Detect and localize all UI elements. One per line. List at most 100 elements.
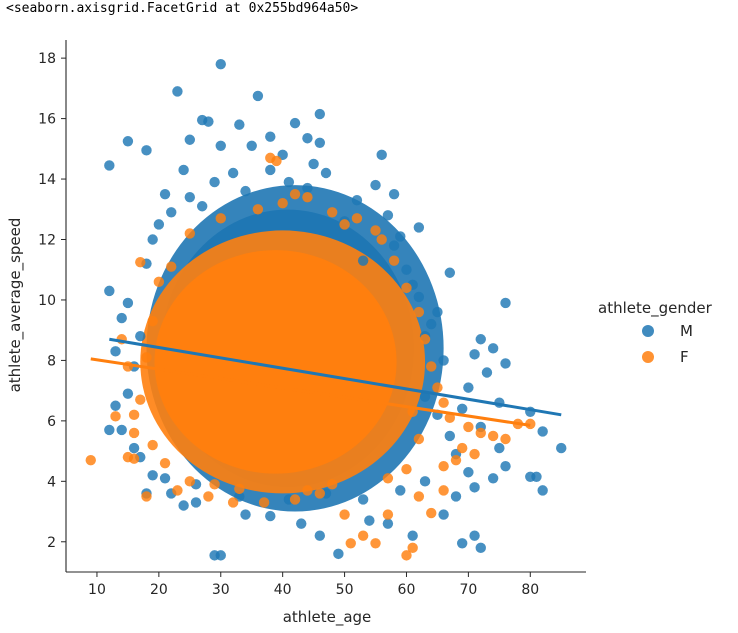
data-point-M (215, 58, 226, 70)
regression-line-M (109, 337, 562, 417)
data-point-F (339, 219, 350, 230)
data-point-M (395, 231, 406, 242)
data-point-M (382, 518, 394, 529)
data-point-M (456, 538, 468, 549)
data-point-M (382, 210, 394, 221)
data-point-M (314, 137, 326, 148)
data-point-F (444, 412, 456, 424)
data-point-F (407, 542, 418, 554)
data-point-M (116, 312, 127, 324)
data-point-M (351, 195, 363, 206)
data-point-M (364, 515, 375, 526)
data-point-F (128, 409, 140, 421)
data-point-M (469, 349, 480, 360)
data-point-M (500, 297, 511, 309)
data-point-M (141, 145, 152, 156)
data-point-F (388, 255, 400, 266)
data-point-F (172, 485, 183, 496)
data-point-M (265, 164, 276, 176)
data-point-M (401, 264, 412, 275)
data-point-F (401, 464, 412, 475)
data-point-M (227, 167, 239, 179)
data-point-M (203, 116, 214, 127)
data-point-M (147, 234, 158, 245)
data-point-M (122, 388, 134, 399)
data-point-M (215, 140, 226, 151)
data-point-F (475, 427, 486, 439)
data-point-F (326, 207, 338, 218)
legend-title: athlete_gender (598, 299, 713, 318)
y-tick-label: 14 (38, 172, 56, 188)
data-point-M (209, 176, 220, 188)
x-tick-label: 30 (212, 582, 230, 598)
data-point-M (246, 140, 257, 151)
y-axis-label: athlete_average_speed (6, 218, 25, 393)
data-point-M (135, 331, 146, 342)
data-point-M (463, 382, 474, 393)
data-point-M (419, 391, 431, 402)
data-point-F (277, 198, 288, 209)
data-point-M (104, 285, 115, 297)
data-point-F (376, 234, 387, 245)
data-point-M (172, 86, 183, 97)
data-point-F (147, 439, 158, 451)
y-tick-label: 4 (47, 474, 56, 490)
data-point-M (333, 548, 344, 560)
legend: athlete_gender MF (598, 299, 713, 366)
data-point-M (159, 188, 171, 200)
data-point-F (252, 204, 264, 215)
data-point-M (456, 403, 468, 414)
data-point-F (203, 491, 214, 502)
data-point-F (456, 442, 468, 454)
legend-marker-F (642, 351, 654, 363)
legend-label-M: M (680, 322, 693, 340)
data-point-M (357, 494, 369, 505)
data-point-M (469, 482, 480, 493)
data-point-F (438, 397, 449, 408)
data-point-M (110, 400, 121, 411)
data-point-M (104, 424, 115, 436)
data-point-F (413, 306, 425, 318)
data-point-M (215, 550, 226, 561)
data-point-F (141, 352, 152, 363)
data-point-F (184, 476, 196, 487)
data-point-F (184, 228, 196, 239)
data-point-M (556, 442, 567, 454)
regression-lines (90, 337, 562, 427)
data-point-M (475, 334, 486, 345)
data-point-M (289, 117, 301, 129)
data-point-M (432, 306, 443, 318)
data-point-F (419, 334, 431, 345)
data-point-F (382, 473, 394, 484)
data-point-F (413, 491, 425, 502)
data-point-M (500, 461, 511, 472)
x-tick-label: 50 (336, 582, 354, 598)
y-tick-label: 2 (47, 535, 56, 551)
y-tick-label: 16 (38, 112, 56, 128)
data-point-F (302, 485, 313, 496)
legend-marker-M (642, 325, 654, 337)
data-point-F (166, 261, 177, 272)
x-tick-label: 60 (398, 582, 416, 598)
data-point-M (413, 291, 425, 303)
data-point-F (147, 315, 158, 327)
data-point-M (159, 473, 171, 484)
dense-point-cloud (140, 185, 444, 512)
data-point-F (314, 488, 326, 499)
data-point-F (401, 282, 412, 294)
data-point-M (234, 119, 245, 130)
data-point-F (432, 382, 443, 393)
data-point-F (401, 550, 412, 561)
data-point-F (141, 491, 152, 502)
data-point-F (426, 361, 437, 372)
data-point-M (122, 136, 134, 147)
data-point-M (147, 470, 158, 481)
data-point-M (320, 167, 332, 179)
data-point-F (370, 538, 381, 549)
y-tick-label: 6 (47, 414, 56, 430)
data-point-M (370, 179, 381, 191)
data-point-M (302, 133, 313, 144)
data-point-M (357, 255, 369, 266)
data-point-F (227, 497, 239, 508)
